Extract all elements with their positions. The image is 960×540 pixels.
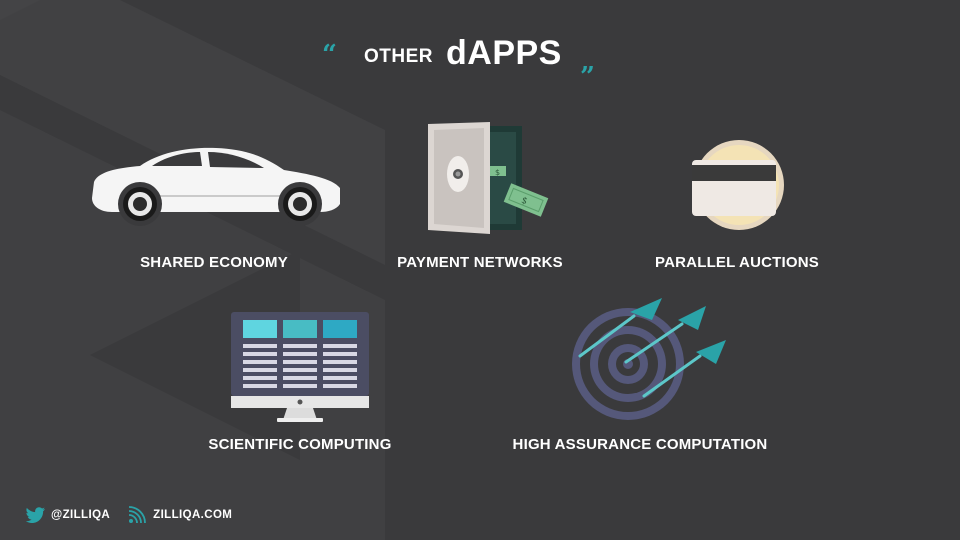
title-prefix: OTHER: [364, 46, 433, 67]
car-icon: [92, 147, 340, 226]
item-label-payment-networks: PAYMENT NETWORKS: [397, 254, 563, 271]
item-label-scientific-computing: SCIENTIFIC COMPUTING: [208, 436, 392, 453]
item-label-shared-economy: SHARED ECONOMY: [140, 254, 288, 271]
twitter-handle[interactable]: @ZILLIQA: [51, 509, 111, 521]
twitter-icon[interactable]: [26, 506, 46, 524]
item-label-high-assurance-computation: HIGH ASSURANCE COMPUTATION: [512, 436, 768, 453]
item-label-parallel-auctions: PARALLEL AUCTIONS: [655, 254, 819, 271]
website-link[interactable]: ZILLIQA.COM: [153, 509, 233, 521]
credit-card-icon: [692, 140, 784, 230]
safe-icon: $ $: [428, 122, 549, 234]
svg-text:$: $: [495, 168, 500, 177]
open-quote-icon: “: [322, 40, 337, 70]
rss-icon: [129, 506, 147, 524]
title-main: dAPPS: [446, 34, 562, 72]
footer: @ZILLIQA ZILLIQA.COM: [26, 505, 232, 525]
target-darts-icon: [572, 298, 726, 420]
close-quote-icon: ”: [580, 62, 595, 92]
monitor-icon: [231, 312, 369, 422]
svg-text:$: $: [520, 196, 529, 207]
slide-title: “ OTHER dAPPS ”: [0, 34, 960, 90]
